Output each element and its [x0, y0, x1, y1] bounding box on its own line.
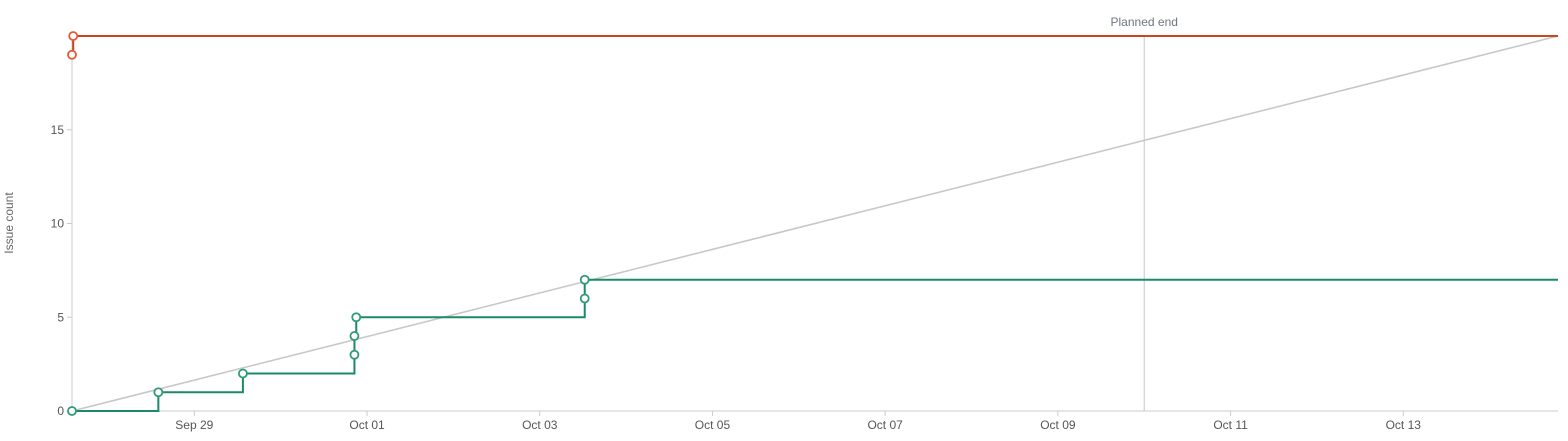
- x-tick-label: Oct 09: [1040, 418, 1076, 432]
- completed-point: [153, 387, 164, 398]
- axis-layer: 0 5 10 15 Sep 29 Oct 01 Oct 03 Oct 05 Oct 07 Oct …: [51, 32, 1558, 432]
- y-tick-label: 10: [51, 217, 65, 231]
- scope-point: [68, 31, 79, 41]
- scope-line: [72, 35, 1558, 56]
- x-tick-label: Oct 11: [1213, 418, 1248, 432]
- y-tick-label: 5: [57, 310, 64, 324]
- completed-point: [579, 293, 590, 304]
- x-tick-label: Oct 05: [695, 418, 731, 432]
- x-tick-label: Oct 01: [349, 418, 385, 432]
- completed-point: [349, 349, 360, 360]
- planned-end-label: Planned end: [1111, 15, 1178, 29]
- series-layer: [67, 31, 1558, 416]
- completed-point: [351, 312, 362, 323]
- annotation-layer: Planned end: [1111, 15, 1178, 411]
- y-tick-label: 15: [51, 123, 65, 137]
- y-axis-title: Issue count: [2, 192, 16, 254]
- ideal-guideline: [71, 35, 1559, 412]
- completed-line: [72, 278, 1558, 412]
- y-tick-label: 0: [57, 404, 64, 418]
- x-tick-label: Oct 03: [522, 418, 558, 432]
- completed-point: [579, 274, 590, 285]
- x-tick-label: Oct 07: [867, 418, 903, 432]
- x-tick-label: Sep 29: [175, 418, 213, 432]
- scope-point: [67, 49, 77, 60]
- completed-point: [349, 331, 360, 341]
- completed-point: [67, 406, 77, 416]
- guideline-layer: [71, 35, 1559, 412]
- x-tick-label: Oct 13: [1386, 418, 1422, 432]
- completed-point: [238, 368, 248, 379]
